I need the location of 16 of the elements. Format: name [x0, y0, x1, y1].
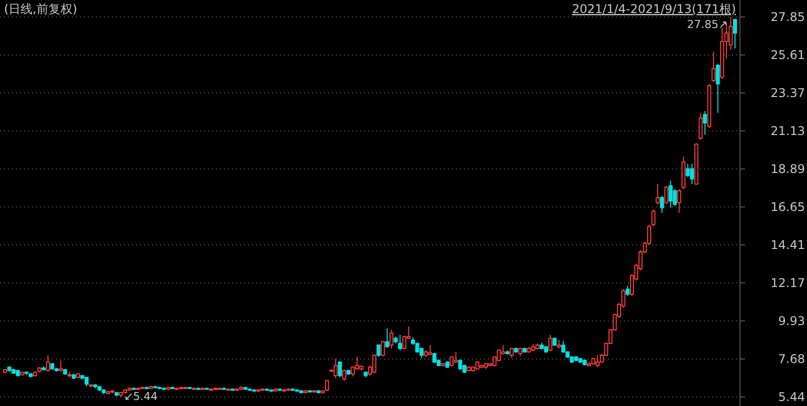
candlestick — [690, 163, 694, 185]
y-tick-label: 5.44 — [778, 390, 805, 404]
y-tick-label: 18.89 — [770, 162, 805, 176]
y-tick-label: 23.37 — [770, 86, 805, 100]
y-tick-label: 16.65 — [770, 200, 805, 214]
y-tick-label: 7.68 — [778, 352, 805, 366]
y-tick-label: 27.85 — [770, 10, 805, 24]
y-tick-label: 9.93 — [778, 314, 805, 328]
annotation: 27.85↗ — [686, 18, 728, 31]
y-tick-label: 25.61 — [770, 48, 805, 62]
chart-subtitle: 2021/1/4-2021/9/13(171根) — [572, 2, 736, 16]
y-tick-label: 14.41 — [770, 238, 805, 252]
y-tick-label: 21.13 — [770, 124, 805, 138]
y-tick-label: 12.17 — [770, 276, 805, 290]
annotation: ↙5.44 — [124, 390, 158, 404]
chart-title: (日线,前复权) — [4, 2, 78, 16]
